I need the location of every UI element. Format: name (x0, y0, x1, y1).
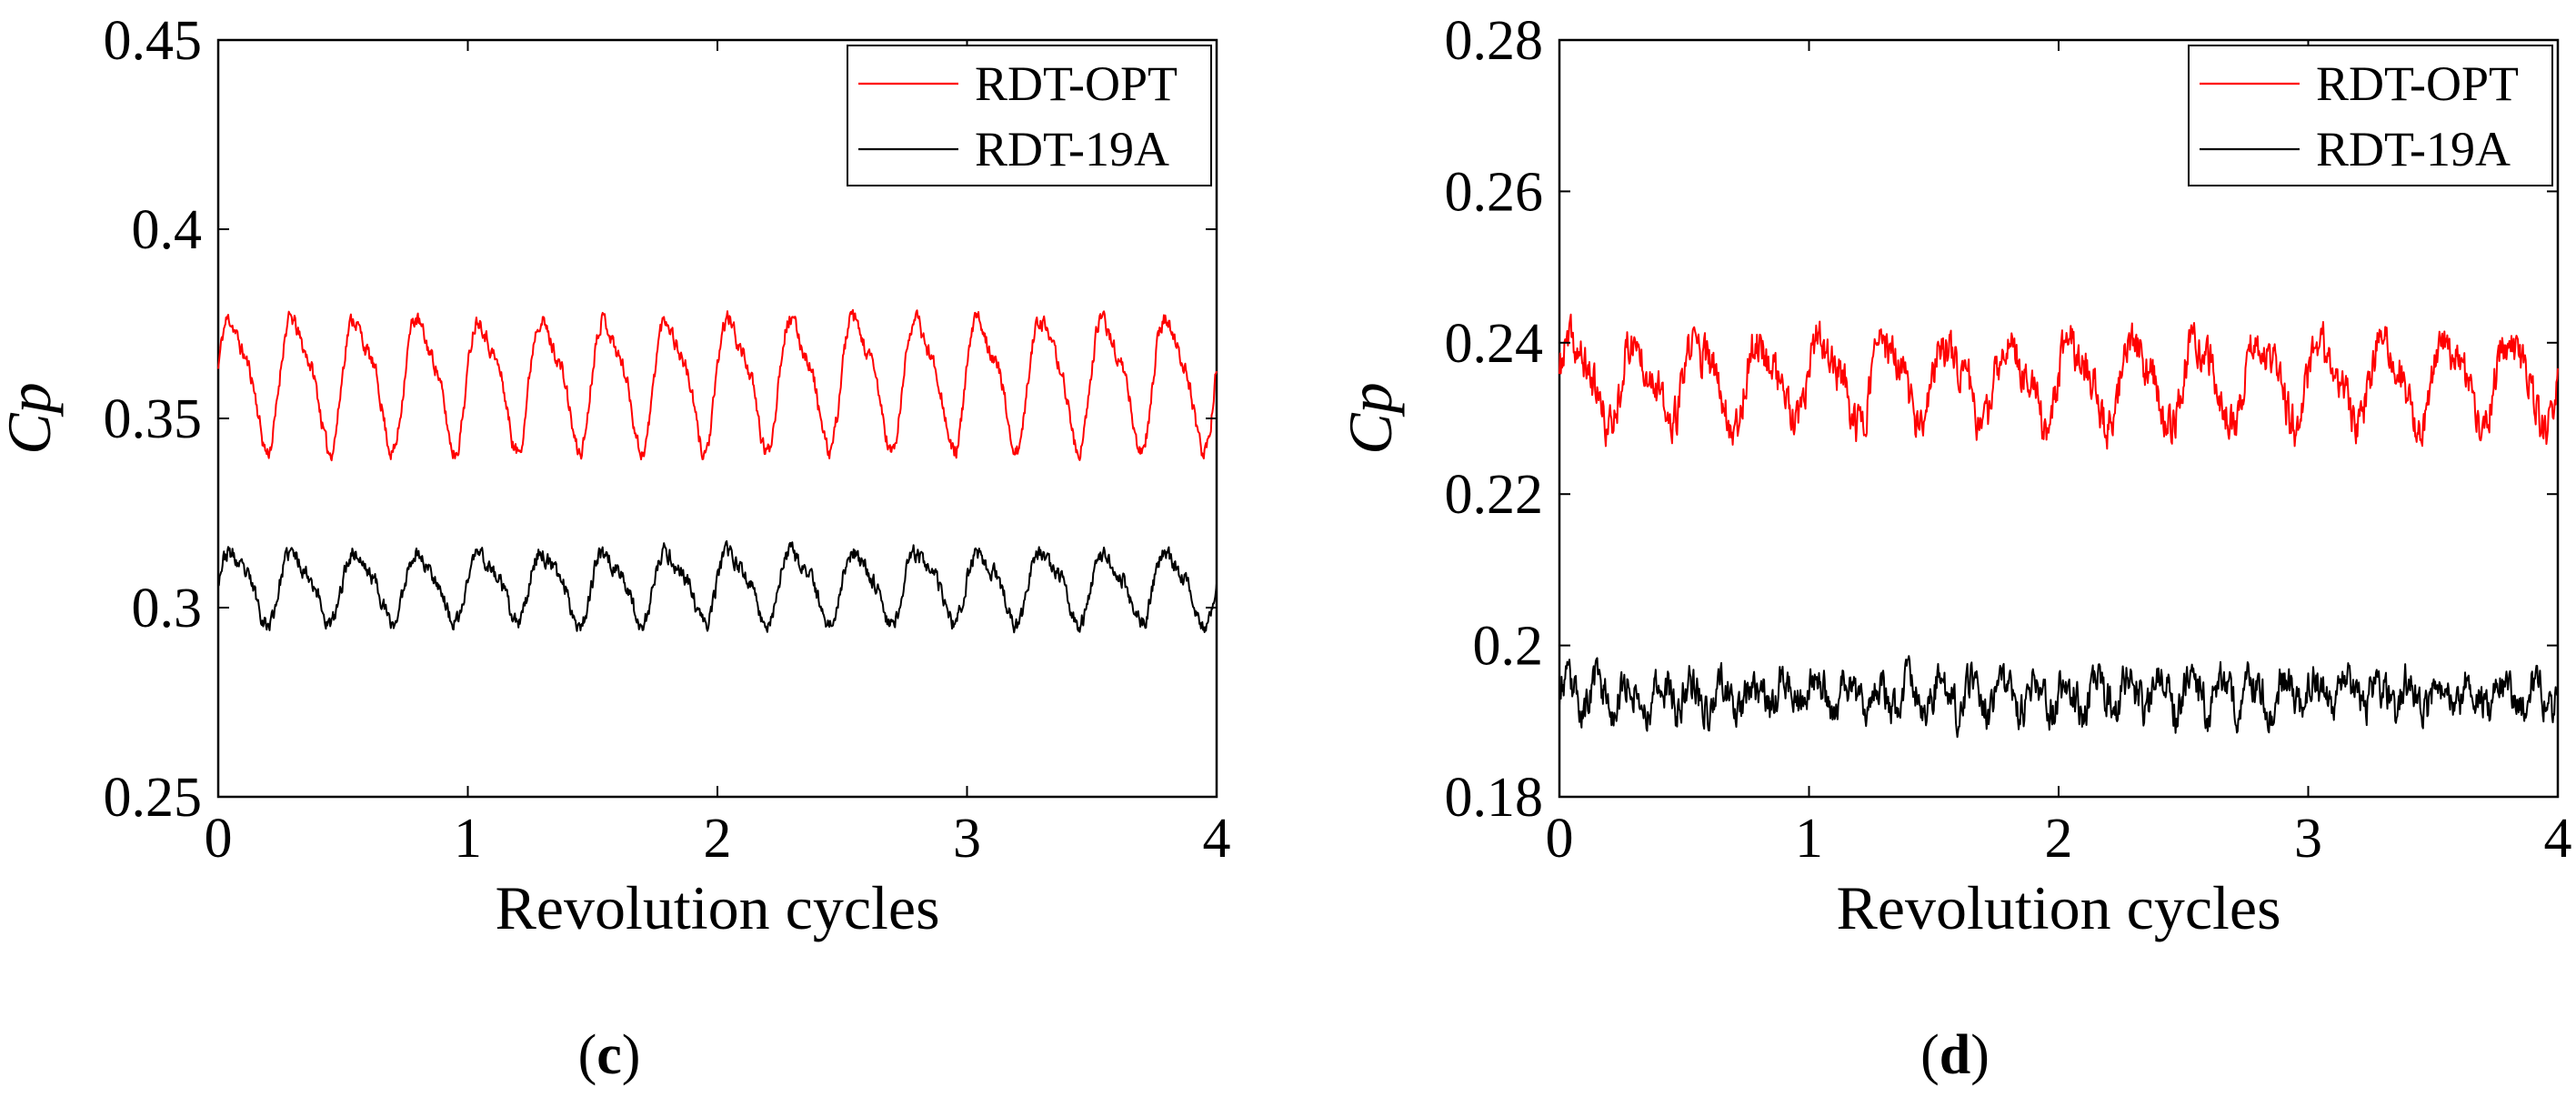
panel-d: 0 1 2 3 4 0.18 0.2 0.22 0.24 0.26 0.28 RDT-OPT RDT… (1336, 10, 2572, 1086)
x-tick-label: 2 (2045, 808, 2073, 870)
legend-label-rdt-opt: RDT-OPT (2316, 56, 2519, 111)
panel-label-c: (c) (578, 1024, 641, 1086)
x-axis-label-c: Revolution cycles (495, 873, 939, 942)
legend-label-rdt-19a: RDT-19A (975, 122, 1169, 176)
legend-label-rdt-opt: RDT-OPT (975, 56, 1178, 111)
y-tick-label: 0.45 (104, 10, 203, 72)
legend-box-c (847, 45, 1212, 186)
y-tick-label: 0.18 (1445, 767, 1544, 829)
series-line-rdt-opt (217, 308, 1218, 462)
y-tick-label: 0.25 (104, 767, 203, 829)
x-tick-label: 4 (2544, 808, 2572, 870)
panel-label-d: (d) (1920, 1024, 1990, 1086)
y-tick-label: 0.28 (1445, 10, 1544, 72)
y-axis-label-d: Cp (1336, 382, 1405, 454)
ticks-layer-d: 0 1 2 3 4 0.18 0.2 0.22 0.24 0.26 0.28 (1445, 10, 2572, 870)
series-layer-c (217, 308, 1218, 634)
plot-area-c: 0 1 2 3 40.250.30.350.40.45 RDT-OPT RDT-19A … (0, 10, 1231, 1086)
y-tick-label: 0.22 (1445, 464, 1544, 526)
legend-c: RDT-OPT RDT-19A (847, 45, 1212, 186)
y-tick-label: 0.24 (1445, 313, 1544, 375)
panel-letter-c: c (596, 1024, 622, 1086)
x-tick-label: 3 (953, 808, 981, 870)
y-tick-label: 0.26 (1445, 161, 1544, 223)
legend-d: RDT-OPT RDT-19A (2188, 45, 2553, 186)
x-tick-label: 1 (1795, 808, 1823, 870)
series-layer-d (1559, 313, 2559, 739)
series-line-rdt-opt (1559, 313, 2559, 450)
y-tick-label: 0.2 (1473, 616, 1544, 678)
x-axis-label-d: Revolution cycles (1836, 873, 2280, 942)
y-tick-label: 0.3 (132, 578, 203, 639)
series-line-rdt-19a (1559, 655, 2559, 739)
y-tick-label: 0.35 (104, 388, 203, 450)
plot-area-d: 0 1 2 3 4 0.18 0.2 0.22 0.24 0.26 0.28 RDT-OPT RDT… (1336, 10, 2572, 1086)
ticks-layer-c: 0 1 2 3 4 0.25 0.3 0.35 0.4 0.45 (104, 10, 1231, 870)
x-tick-label: 0 (205, 808, 233, 870)
x-tick-label: 1 (454, 808, 482, 870)
x-tick-label: 0 (1546, 808, 1574, 870)
series-line-rdt-19a (217, 539, 1218, 634)
x-tick-label: 2 (704, 808, 732, 870)
y-tick-label: 0.4 (132, 199, 203, 261)
panel-letter-d: d (1940, 1024, 1970, 1086)
y-axis-label-c: Cp (0, 382, 64, 454)
legend-box-d (2188, 45, 2553, 186)
legend-label-rdt-19a: RDT-19A (2316, 122, 2511, 176)
x-tick-label: 3 (2294, 808, 2322, 870)
x-tick-label: 4 (1203, 808, 1231, 870)
